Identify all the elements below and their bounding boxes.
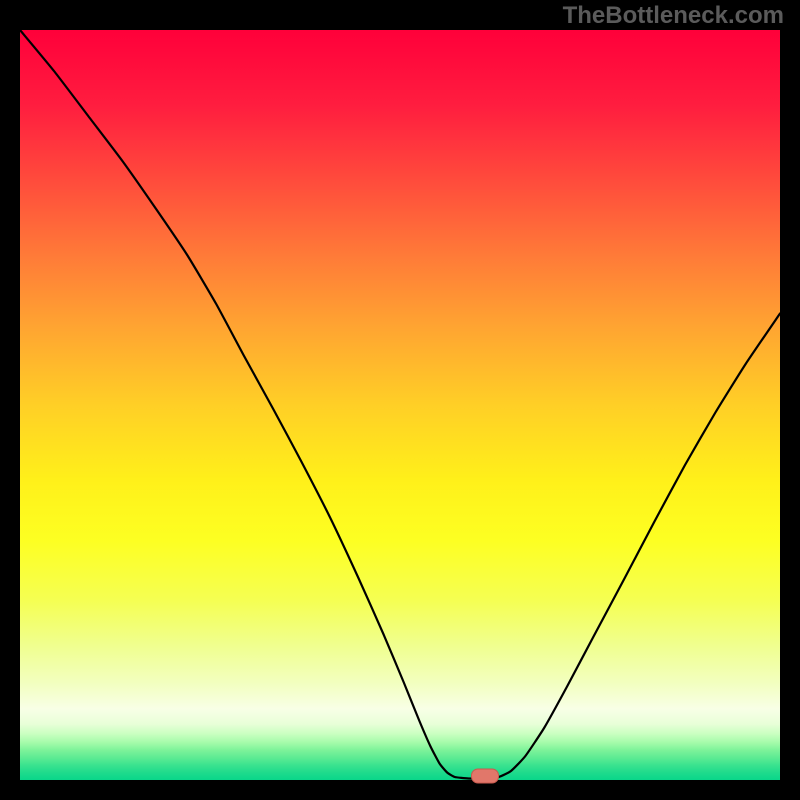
optimum-marker <box>471 768 499 783</box>
plot-area <box>20 30 780 780</box>
watermark-text: TheBottleneck.com <box>563 2 784 30</box>
curve-path <box>20 30 780 779</box>
bottleneck-curve <box>20 30 780 780</box>
chart-frame: TheBottleneck.com <box>0 0 800 800</box>
